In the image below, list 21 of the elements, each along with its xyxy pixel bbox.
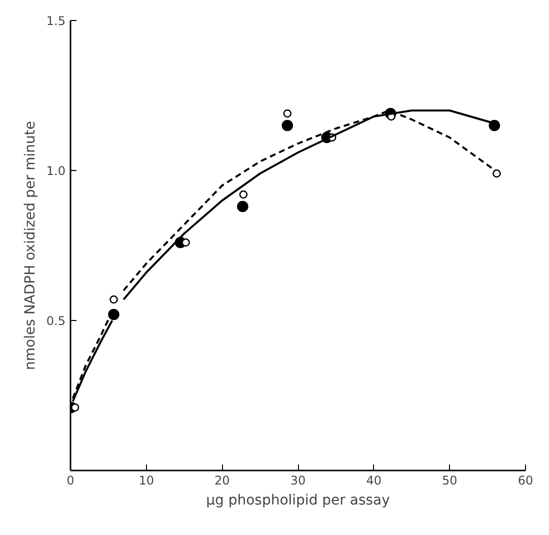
x-tick-label: 20 bbox=[214, 474, 230, 488]
x-tick-label: 10 bbox=[138, 474, 154, 488]
point bbox=[492, 169, 501, 178]
point bbox=[239, 190, 248, 199]
point bbox=[282, 120, 294, 132]
y-axis-title: nmoles NADPH oxidized per minute bbox=[22, 120, 38, 370]
x-tick-label: 30 bbox=[290, 474, 306, 488]
x-tick-label: 60 bbox=[518, 474, 534, 488]
point bbox=[236, 200, 248, 212]
x-tick-label: 40 bbox=[366, 474, 382, 488]
x-axis-title: μg phospholipid per assay bbox=[206, 492, 390, 508]
x-tick-label: 50 bbox=[442, 474, 458, 488]
point bbox=[182, 238, 190, 247]
x-tick-label: 0 bbox=[66, 474, 74, 488]
point bbox=[283, 109, 292, 118]
y-tick-label: 1.0 bbox=[46, 164, 66, 178]
point bbox=[488, 120, 500, 132]
y-tick-label: 1.5 bbox=[46, 14, 66, 28]
y-tick-label: 0.5 bbox=[46, 314, 66, 328]
point bbox=[108, 308, 120, 320]
point bbox=[110, 295, 118, 304]
